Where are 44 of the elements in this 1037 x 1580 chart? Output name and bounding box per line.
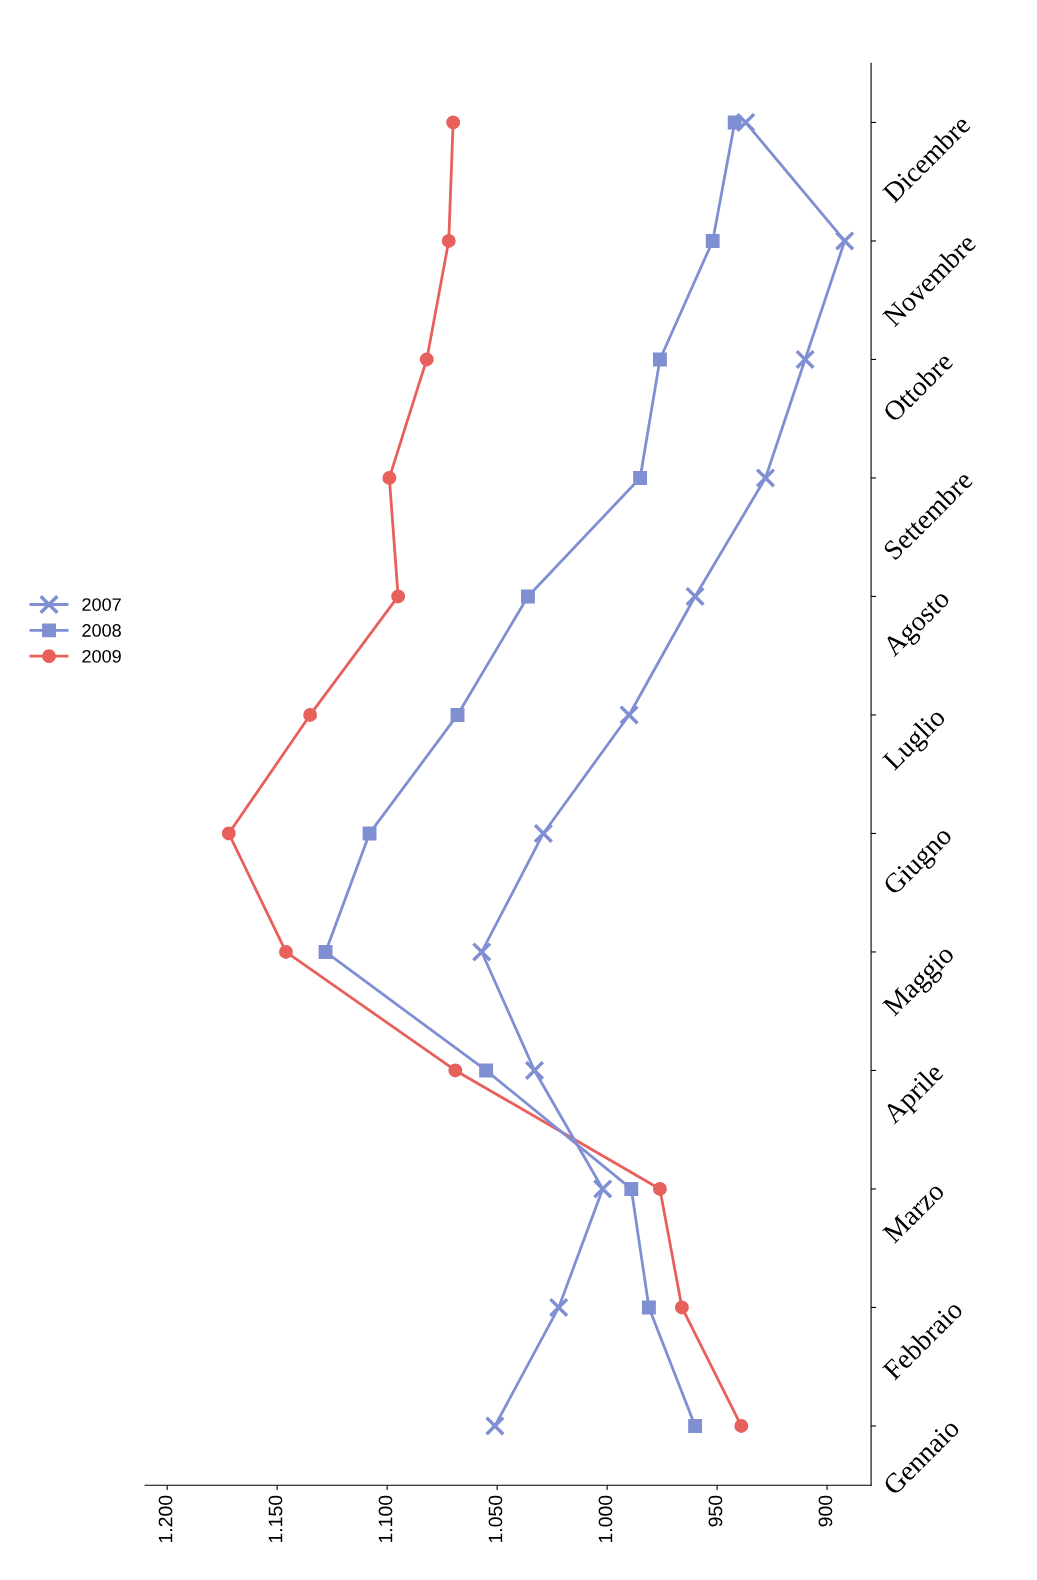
point <box>674 1300 689 1315</box>
point <box>705 234 720 248</box>
x-tick-label: 950 <box>708 1495 723 1527</box>
point <box>592 1178 613 1200</box>
x-tick-label: 1.100 <box>378 1495 393 1543</box>
legend-label: 2008 <box>82 624 121 637</box>
x-tick-label: 1.000 <box>598 1495 613 1543</box>
x-tick-label: 900 <box>818 1495 833 1527</box>
x-tick-label: 1.050 <box>488 1495 503 1543</box>
point <box>688 1418 703 1433</box>
legend-label: 2009 <box>82 649 121 663</box>
point <box>303 708 318 722</box>
point <box>734 1418 749 1433</box>
point <box>382 471 397 485</box>
point <box>685 586 706 607</box>
x-tick-label: 1.150 <box>268 1495 283 1543</box>
point <box>652 1182 667 1196</box>
point <box>524 1060 545 1081</box>
point <box>391 589 406 604</box>
point <box>441 234 456 248</box>
point <box>471 941 492 963</box>
point <box>479 1063 494 1078</box>
point <box>624 1182 639 1196</box>
point <box>419 352 434 367</box>
point <box>450 708 465 722</box>
x-tick-label: 1.200 <box>158 1495 173 1543</box>
point <box>279 945 293 959</box>
point <box>795 349 816 370</box>
legend-label: 2007 <box>82 598 121 611</box>
point <box>652 352 667 367</box>
point <box>446 115 461 130</box>
point <box>834 230 855 252</box>
point <box>520 589 535 604</box>
point <box>484 1415 506 1437</box>
point <box>548 1297 569 1318</box>
point <box>221 826 236 841</box>
point <box>641 1300 656 1315</box>
point <box>633 471 648 485</box>
point <box>448 1063 463 1078</box>
point <box>318 945 333 959</box>
point <box>619 704 640 726</box>
point <box>755 467 776 489</box>
point <box>735 112 756 133</box>
point <box>533 823 554 844</box>
